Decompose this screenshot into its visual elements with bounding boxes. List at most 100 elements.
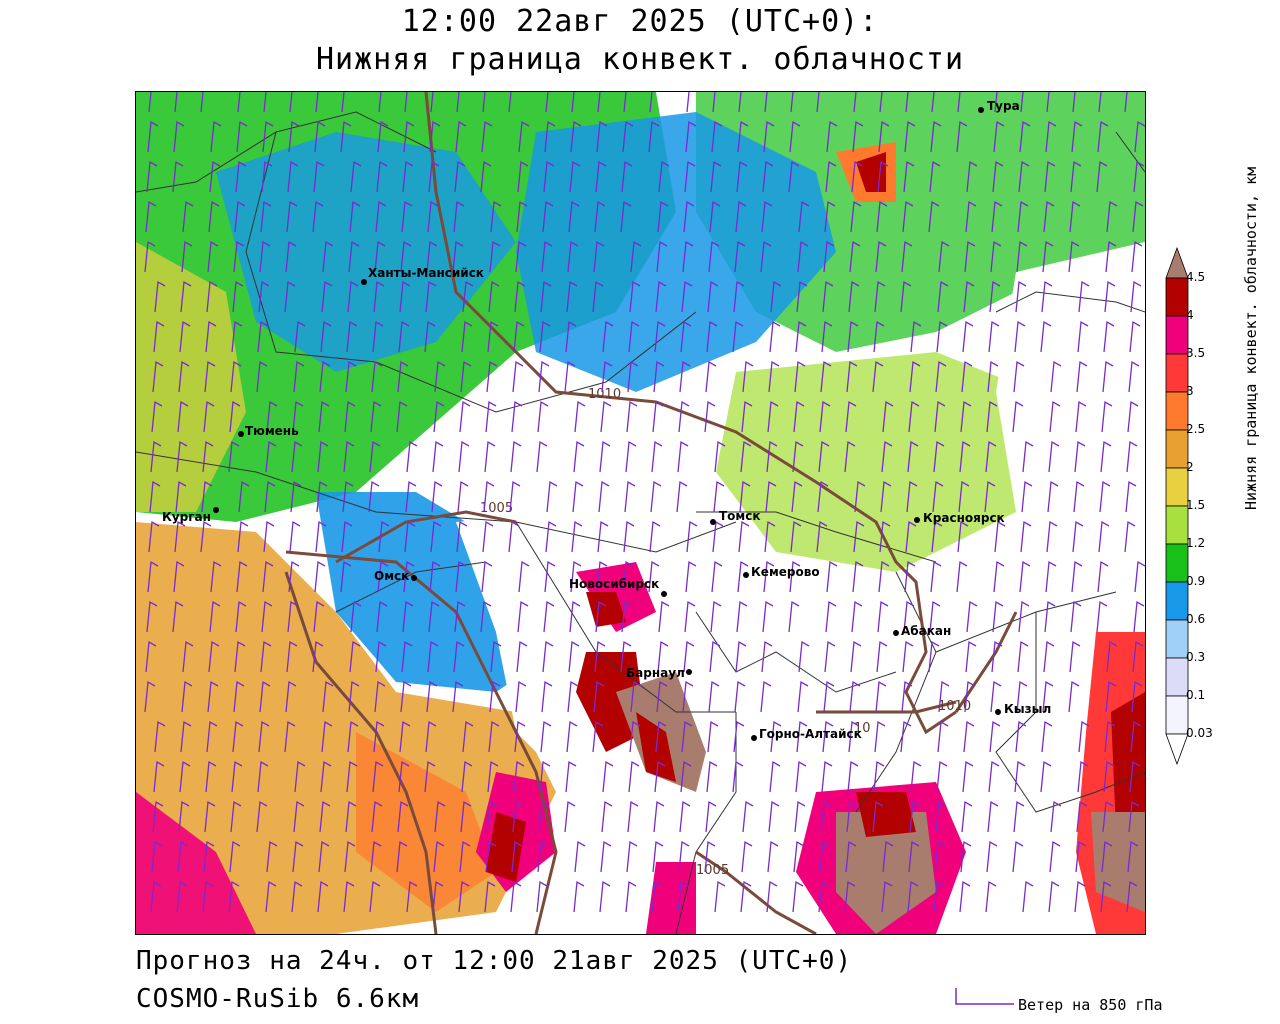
wind-barb: [677, 880, 689, 913]
wind-barb: [934, 400, 946, 433]
wind-barb: [825, 160, 837, 193]
wind-barb: [343, 440, 355, 473]
wind-barb: [462, 720, 474, 753]
wind-barb: [742, 360, 754, 393]
wind-barb: [929, 160, 941, 193]
wind-barb: [257, 320, 269, 353]
wind-barb: [740, 440, 752, 473]
wind-barb: [536, 880, 548, 913]
wind-barb: [765, 480, 777, 513]
wind-barb: [708, 680, 720, 713]
wind-barb: [565, 320, 577, 353]
wind-barb: [177, 840, 189, 873]
wind-barb: [573, 880, 585, 913]
wind-barb: [231, 320, 243, 353]
wind-barb: [258, 280, 270, 313]
wind-barb: [1040, 320, 1052, 353]
wind-barb: [1130, 280, 1142, 313]
wind-barb: [206, 280, 218, 313]
wind-barb: [1100, 440, 1112, 473]
legend-cell: [1165, 353, 1189, 393]
wind-barb: [762, 600, 774, 633]
wind-barb: [372, 320, 384, 353]
wind-barb: [1097, 560, 1109, 593]
wind-barb: [740, 880, 752, 913]
wind-barb: [1098, 92, 1102, 113]
wind-barb: [406, 880, 418, 913]
wind-barb: [1022, 880, 1034, 913]
wind-barb: [881, 880, 893, 913]
wind-barb: [209, 600, 221, 633]
wind-barb: [764, 520, 776, 553]
wind-barb: [539, 760, 551, 793]
wind-barb: [761, 640, 773, 673]
city-label: Тура: [987, 99, 1020, 113]
wind-barb: [651, 880, 663, 913]
wind-barb: [540, 280, 552, 313]
wind-barb: [649, 92, 653, 113]
wind-barb: [910, 320, 922, 353]
wind-barb: [769, 760, 781, 793]
wind-barb: [844, 440, 856, 473]
wind-barb: [425, 280, 437, 313]
legend-label: 3: [1186, 384, 1194, 398]
wind-barb: [900, 280, 912, 313]
wind-barb: [845, 400, 857, 433]
wind-barb: [1017, 200, 1029, 233]
legend-cell: [1165, 277, 1189, 317]
wind-barb: [455, 560, 467, 593]
wind-barb: [431, 480, 443, 513]
wind-barb: [483, 480, 495, 513]
wind-barb: [964, 240, 976, 273]
wind-barb: [210, 560, 222, 593]
wind-barb: [1134, 120, 1145, 153]
map-canvas: 1010 1005 1010 1005 10 Тура Ханты-Мансий…: [136, 92, 1145, 934]
wind-barb: [573, 440, 585, 473]
wind-barb: [906, 480, 918, 513]
wind-barb: [872, 360, 884, 393]
wind-barb: [230, 800, 242, 833]
wind-barb: [430, 92, 434, 113]
wind-barb: [543, 600, 555, 633]
wind-barb: [208, 200, 220, 233]
wind-barb: [739, 480, 751, 513]
wind-barb: [793, 400, 805, 433]
wind-barb: [292, 840, 304, 873]
wind-barb: [737, 120, 749, 153]
wind-barb: [849, 240, 861, 273]
wind-barb: [711, 560, 723, 593]
wind-barb: [683, 640, 695, 673]
wind-barb: [597, 520, 609, 553]
wind-barb: [1069, 200, 1081, 233]
wind-barb: [1076, 360, 1088, 393]
wind-barb: [321, 280, 333, 313]
wind-barb: [962, 320, 974, 353]
legend-cell: [1165, 391, 1189, 431]
legend-label: 0.1: [1186, 688, 1206, 702]
city-label: Красноярск: [923, 511, 1005, 525]
wind-barb: [1040, 760, 1052, 793]
wind-barb: [623, 92, 627, 113]
wind-barb: [456, 92, 460, 113]
model-name: COSMO-RuSib 6.6км: [136, 984, 420, 1014]
wind-barb: [289, 520, 301, 553]
wind-barb: [320, 320, 332, 353]
wind-barb: [1047, 480, 1059, 513]
wind-barb: [1105, 240, 1117, 273]
wind-barb: [872, 800, 884, 833]
wind-barb: [284, 280, 296, 313]
wind-barb: [370, 400, 382, 433]
wind-barb: [965, 200, 977, 233]
wind-barb: [826, 120, 838, 153]
wind-barb-key-icon: [955, 988, 1014, 1005]
wind-barb: [593, 680, 605, 713]
city-label: Барнаул: [626, 666, 685, 680]
city-tyumen: Тюмень: [238, 424, 299, 438]
wind-barb: [566, 720, 578, 753]
legend-cell: [1165, 543, 1189, 583]
city-label: Томск: [719, 509, 761, 523]
wind-barb: [1077, 320, 1089, 353]
wind-barb: [960, 840, 972, 873]
wind-barb: [714, 880, 726, 913]
wind-barb: [346, 760, 358, 793]
